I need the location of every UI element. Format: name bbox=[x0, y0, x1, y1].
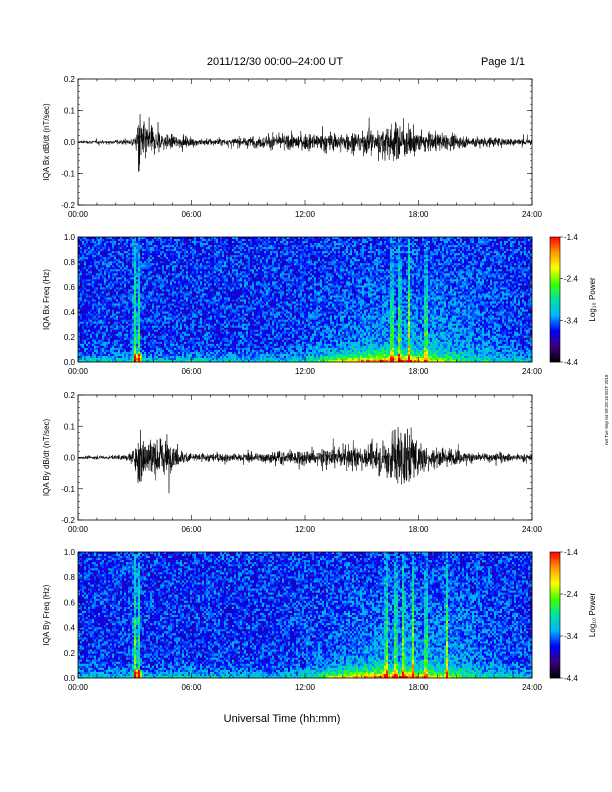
x-tick-label: 24:00 bbox=[522, 367, 543, 376]
y-tick-label: -0.2 bbox=[61, 516, 75, 525]
colorbar-bx: -1.4 -2.4 -3.4 -4.4 Log₁₀ Power bbox=[549, 233, 597, 367]
x-tick-label: 00:00 bbox=[68, 367, 89, 376]
y-tick-label: 0.0 bbox=[64, 358, 76, 367]
y-tick-label: 0.6 bbox=[64, 598, 76, 607]
colorbar-tick-label: -4.4 bbox=[564, 358, 578, 367]
y-tick-label: 0.0 bbox=[64, 138, 76, 147]
x-tick-label: 18:00 bbox=[408, 367, 429, 376]
y-tick-label: 1.0 bbox=[64, 233, 76, 242]
figure-title: 2011/12/30 00:00–24:00 UT bbox=[207, 56, 343, 68]
y-tick-label: 0.1 bbox=[64, 422, 76, 431]
y-tick-label: -0.2 bbox=[61, 201, 75, 210]
y-axis-label: IQA Bx Freq (Hz) bbox=[42, 269, 51, 330]
spectrogram-image bbox=[78, 237, 533, 363]
colorbar-tick-label: -3.4 bbox=[564, 632, 578, 641]
panel-by-dbdt: 00:00 06:00 12:00 18:00 24:00 0.2 0.1 0.0 -0.1 -0… bbox=[42, 391, 543, 534]
y-tick-label: 0.2 bbox=[64, 649, 76, 658]
y-tick-label: 1.0 bbox=[64, 548, 76, 557]
y-tick-label: -0.1 bbox=[61, 170, 75, 179]
y-tick-label: 0.8 bbox=[64, 258, 76, 267]
colorbar-tick-label: -4.4 bbox=[564, 674, 578, 683]
colorbar-frame bbox=[549, 551, 561, 679]
y-tick-label: 0.0 bbox=[64, 674, 76, 683]
y-tick-label: 0.2 bbox=[64, 391, 76, 400]
x-tick-label: 06:00 bbox=[181, 210, 202, 219]
panel-by-spectrogram: 00:00 06:00 12:00 18:00 24:00 1.0 0.8 0.6 0.4 0.2… bbox=[42, 548, 543, 692]
x-tick-label: 12:00 bbox=[295, 367, 316, 376]
colorbar-by: -1.4 -2.4 -3.4 -4.4 Log₁₀ Power bbox=[549, 548, 597, 683]
colorbar-frame bbox=[549, 236, 561, 363]
y-tick-label: 0.0 bbox=[64, 454, 76, 463]
x-tick-label: 12:00 bbox=[295, 525, 316, 534]
x-tick-label: 24:00 bbox=[522, 525, 543, 534]
y-tick-label: 0.6 bbox=[64, 283, 76, 292]
x-tick-label: 18:00 bbox=[408, 210, 429, 219]
colorbar-label: Log₁₀ Power bbox=[588, 277, 597, 322]
panel-bx-spectrogram: 00:00 06:00 12:00 18:00 24:00 1.0 0.8 0.6 0.4 0.2… bbox=[42, 233, 543, 376]
y-tick-label: -0.1 bbox=[61, 485, 75, 494]
x-axis-label: Universal Time (hh:mm) bbox=[224, 713, 341, 725]
y-tick-label: 0.2 bbox=[64, 333, 76, 342]
x-tick-label: 24:00 bbox=[522, 683, 543, 692]
y-axis-label: IQA Bx dB/dt (nT/sec) bbox=[42, 103, 51, 181]
x-tick-label: 12:00 bbox=[295, 210, 316, 219]
colorbar-tick-label: -1.4 bbox=[564, 548, 578, 557]
x-tick-label: 18:00 bbox=[408, 683, 429, 692]
side-stamp: rwt Tue Sep 04 09:28:18 EDT 2018 bbox=[604, 374, 609, 445]
x-tick-label: 00:00 bbox=[68, 683, 89, 692]
spectrogram-image bbox=[78, 552, 533, 679]
x-tick-label: 06:00 bbox=[181, 367, 202, 376]
x-tick-label: 12:00 bbox=[295, 683, 316, 692]
dbdt-trace bbox=[78, 427, 532, 494]
y-tick-label: 0.1 bbox=[64, 107, 76, 116]
y-axis-label: IQA By dB/dt (nT/sec) bbox=[42, 418, 51, 496]
page-number: Page 1/1 bbox=[481, 56, 525, 68]
y-axis-label: IQA By Freq (Hz) bbox=[42, 584, 51, 645]
y-tick-label: 0.8 bbox=[64, 573, 76, 582]
colorbar-tick-label: -3.4 bbox=[564, 316, 578, 325]
x-tick-label: 06:00 bbox=[181, 525, 202, 534]
y-tick-label: 0.4 bbox=[64, 308, 76, 317]
x-tick-label: 00:00 bbox=[68, 210, 89, 219]
x-tick-label: 18:00 bbox=[408, 525, 429, 534]
x-tick-label: 00:00 bbox=[68, 525, 89, 534]
colorbar-tick-label: -2.4 bbox=[564, 275, 578, 284]
colorbar-label: Log₁₀ Power bbox=[588, 593, 597, 638]
y-tick-label: 0.2 bbox=[64, 75, 76, 84]
dbdt-trace bbox=[78, 114, 532, 172]
colorbar-tick-label: -1.4 bbox=[564, 233, 578, 242]
y-tick-label: 0.4 bbox=[64, 624, 76, 633]
x-tick-label: 24:00 bbox=[522, 210, 543, 219]
colorbar-tick-label: -2.4 bbox=[564, 590, 578, 599]
x-tick-label: 06:00 bbox=[181, 683, 202, 692]
panel-bx-dbdt: 00:00 06:00 12:00 18:00 24:00 0.2 0.1 0.0 -0.1 -0… bbox=[42, 75, 543, 219]
